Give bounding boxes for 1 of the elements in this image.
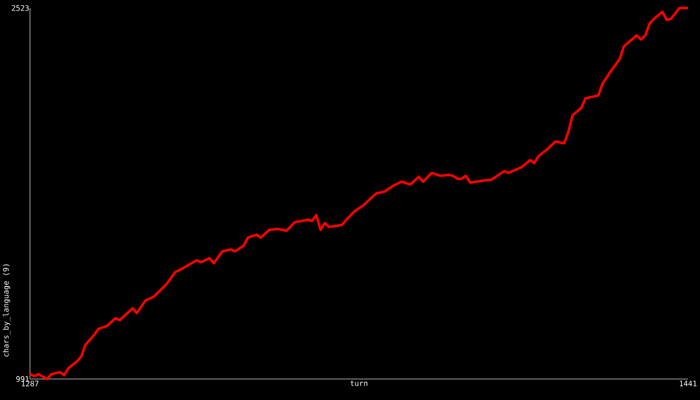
line-series	[28, 6, 690, 380]
